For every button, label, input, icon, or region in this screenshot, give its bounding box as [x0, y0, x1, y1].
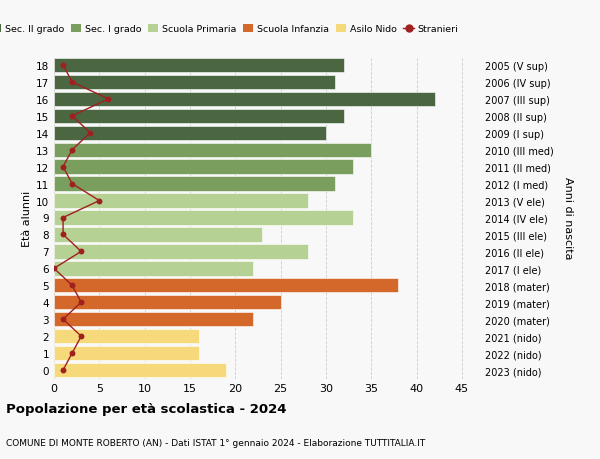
Bar	[54, 329, 199, 344]
Y-axis label: Età alunni: Età alunni	[22, 190, 32, 246]
Point	[49, 265, 59, 273]
Point	[67, 79, 77, 86]
Bar	[54, 211, 353, 225]
Point	[58, 62, 68, 69]
Bar	[54, 143, 371, 157]
Bar	[54, 92, 434, 107]
Point	[67, 282, 77, 289]
Point	[67, 180, 77, 188]
Bar	[54, 160, 353, 174]
Y-axis label: Anni di nascita: Anni di nascita	[563, 177, 573, 259]
Bar	[54, 296, 281, 310]
Point	[76, 333, 86, 340]
Legend: Sec. II grado, Sec. I grado, Scuola Primaria, Scuola Infanzia, Asilo Nido, Stran: Sec. II grado, Sec. I grado, Scuola Prim…	[0, 25, 458, 34]
Point	[76, 299, 86, 306]
Text: COMUNE DI MONTE ROBERTO (AN) - Dati ISTAT 1° gennaio 2024 - Elaborazione TUTTITA: COMUNE DI MONTE ROBERTO (AN) - Dati ISTA…	[6, 438, 425, 448]
Bar	[54, 312, 253, 327]
Point	[58, 316, 68, 323]
Bar	[54, 228, 262, 242]
Point	[95, 197, 104, 205]
Point	[58, 163, 68, 171]
Bar	[54, 262, 253, 276]
Bar	[54, 245, 308, 259]
Point	[104, 96, 113, 103]
Text: Popolazione per età scolastica - 2024: Popolazione per età scolastica - 2024	[6, 403, 287, 415]
Point	[58, 214, 68, 222]
Point	[67, 147, 77, 154]
Bar	[54, 346, 199, 360]
Bar	[54, 177, 335, 191]
Bar	[54, 194, 308, 208]
Point	[67, 350, 77, 357]
Bar	[54, 76, 335, 90]
Point	[58, 367, 68, 374]
Point	[85, 130, 95, 137]
Bar	[54, 59, 344, 73]
Bar	[54, 363, 226, 377]
Point	[76, 248, 86, 256]
Bar	[54, 279, 398, 293]
Bar	[54, 109, 344, 124]
Point	[58, 231, 68, 239]
Bar	[54, 126, 326, 140]
Point	[67, 113, 77, 120]
